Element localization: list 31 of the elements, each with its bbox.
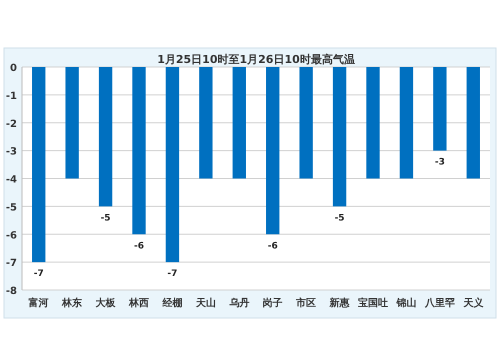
y-tick-label: -6: [6, 230, 18, 242]
x-tick-label: 岗子: [262, 297, 283, 309]
data-label: -6: [268, 241, 278, 252]
x-tick-label: 市区: [295, 297, 316, 309]
chart-title: 1月25日10时至1月26日10时最高气温: [157, 53, 355, 66]
y-tick-label: -4: [6, 174, 18, 186]
data-label: -3: [434, 158, 445, 168]
x-tick-label: 八里罕: [424, 297, 455, 309]
data-label: -5: [334, 213, 345, 224]
y-tick-label: -7: [6, 258, 18, 270]
x-tick-label: 富河: [28, 297, 49, 309]
data-label: -5: [100, 213, 111, 224]
x-tick-label: 锦山: [395, 297, 416, 309]
y-tick-label: -3: [6, 146, 18, 158]
x-tick-label: 天山: [194, 297, 216, 309]
x-tick-label: 经棚: [161, 297, 182, 309]
x-tick-label: 林西: [128, 297, 149, 309]
x-tick-label: 天义: [462, 297, 484, 309]
data-label: -7: [34, 269, 44, 280]
x-tick-label: 大板: [94, 297, 117, 309]
data-label: -6: [134, 241, 144, 252]
x-tick-label: 宝国吐: [358, 297, 388, 309]
y-tick-label: -1: [6, 90, 18, 102]
y-tick-label: 0: [10, 63, 18, 74]
data-label: -7: [167, 269, 178, 280]
y-tick-label: -8: [6, 286, 18, 297]
y-tick-label: -2: [6, 118, 18, 130]
y-tick-label: -5: [6, 202, 18, 214]
x-tick-label: 乌丹: [228, 297, 250, 309]
x-tick-label: 新惠: [328, 297, 351, 309]
x-tick-label: 林东: [61, 297, 82, 309]
